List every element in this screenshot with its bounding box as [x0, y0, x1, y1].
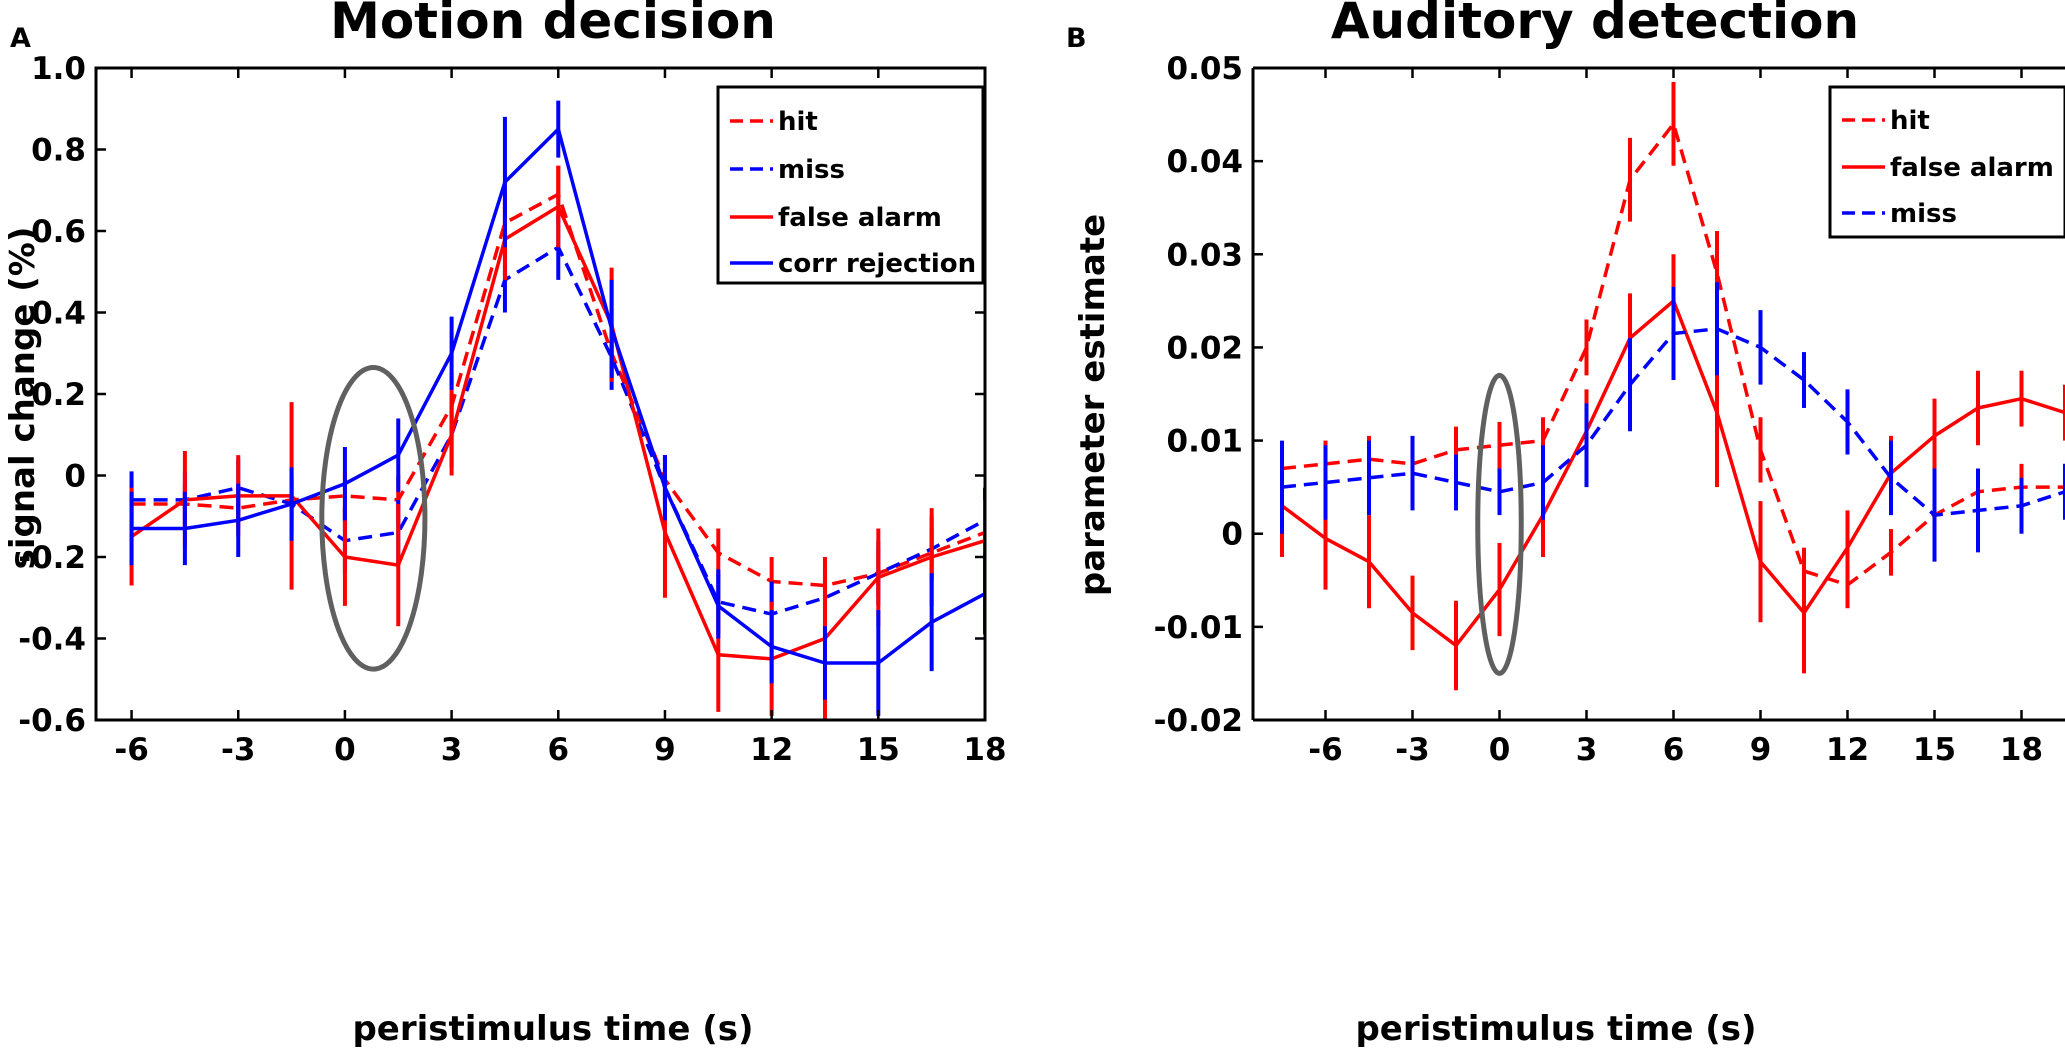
x-tick-label: 6 [547, 732, 569, 768]
chart-title: Motion decision [330, 0, 776, 50]
x-tick-label: 12 [1826, 732, 1869, 768]
panel-auditory-detection: B Auditory detection parameter estimate … [1066, 0, 2065, 1049]
legend-label-miss: miss [778, 155, 845, 185]
x-tick-label: 9 [1750, 732, 1772, 768]
highlight-ellipse [1475, 372, 1524, 676]
y-tick-label: -0.6 [18, 703, 86, 739]
legend-label-miss: miss [1890, 199, 1957, 229]
legend-label-corr-rejection: corr rejection [778, 249, 976, 279]
panel-label: B [1066, 23, 1087, 54]
x-tick-label: 6 [1663, 732, 1685, 768]
series-line-miss [1281, 327, 2065, 517]
x-tick-label: 3 [441, 732, 463, 768]
x-tick-label: 18 [963, 732, 1006, 768]
x-tick-label: -3 [221, 732, 255, 768]
x-tick-label: -6 [114, 732, 148, 768]
series-line-corr-rejection [131, 127, 985, 665]
highlight-ellipse [319, 365, 428, 672]
y-tick-label: -0.01 [1154, 610, 1243, 646]
x-tick-label: 9 [654, 732, 676, 768]
x-tick-label: -6 [1308, 732, 1342, 768]
legend-label-hit: hit [1890, 106, 1930, 136]
y-tick-label: 0.02 [1167, 330, 1244, 366]
plot-area [1280, 81, 2065, 691]
legend-label-hit: hit [778, 107, 818, 137]
legend: hit miss false alarm corr rejection [716, 85, 985, 285]
y-tick-label: -0.2 [18, 540, 86, 576]
x-tick-label: -3 [1395, 732, 1429, 768]
y-tick-label: -0.4 [18, 622, 86, 658]
y-tick-label: 0.8 [31, 133, 86, 169]
x-tick-label: 18 [2000, 732, 2043, 768]
x-axis-label: peristimulus time (s) [352, 1009, 753, 1049]
axes-frame: -6 -3 0 3 6 9 12 15 18 -0.02 -0.01 0 0.01 0.02 0.03 0.0… [1154, 51, 2065, 768]
x-tick-label: 3 [1576, 732, 1598, 768]
panel-motion-decision: A Motion decision signal change (%) peri… [3, 0, 1007, 1049]
y-tick-label: 0.01 [1167, 424, 1244, 460]
x-tick-label: 15 [1913, 732, 1956, 768]
y-axis-label: signal change (%) [3, 227, 43, 570]
x-tick-label: 0 [1489, 732, 1511, 768]
y-tick-label: 0.4 [31, 296, 86, 332]
series-line-false-alarm [130, 204, 985, 661]
y-tick-label: 0.2 [31, 377, 86, 413]
x-tick-label: 0 [334, 732, 356, 768]
y-axis-label: parameter estimate [1073, 214, 1113, 596]
plot-area [129, 100, 985, 720]
x-axis-label: peristimulus time (s) [1355, 1009, 1756, 1049]
chart-title: Auditory detection [1331, 0, 1859, 50]
y-tick-label: 0 [1221, 517, 1243, 553]
y-tick-label: 0 [64, 459, 86, 495]
data-layer [129, 100, 985, 720]
y-tick-label: -0.02 [1154, 703, 1243, 739]
legend-label-false-alarm: false alarm [1890, 153, 2054, 183]
y-tick-label: 0.04 [1167, 144, 1244, 180]
legend-label-false-alarm: false alarm [778, 203, 942, 233]
x-tick-label: 15 [857, 732, 900, 768]
x-tick-label: 12 [750, 732, 793, 768]
series-miss [1280, 282, 2065, 562]
panel-label: A [10, 23, 31, 54]
y-tick-label: 1.0 [31, 51, 86, 87]
legend: hit false alarm miss [1828, 85, 2065, 239]
y-tick-label: 0.05 [1167, 51, 1244, 87]
y-tick-label: 0.6 [31, 214, 86, 250]
axes-frame: -6 -3 0 3 6 9 12 15 18 -0.6 -0.4 -0.2 0 0.2 0.4 0.6 0.8 1… [18, 51, 1006, 768]
data-layer [1280, 81, 2065, 691]
series-corr-rejection [129, 100, 985, 716]
y-tick-label: 0.03 [1167, 237, 1244, 273]
